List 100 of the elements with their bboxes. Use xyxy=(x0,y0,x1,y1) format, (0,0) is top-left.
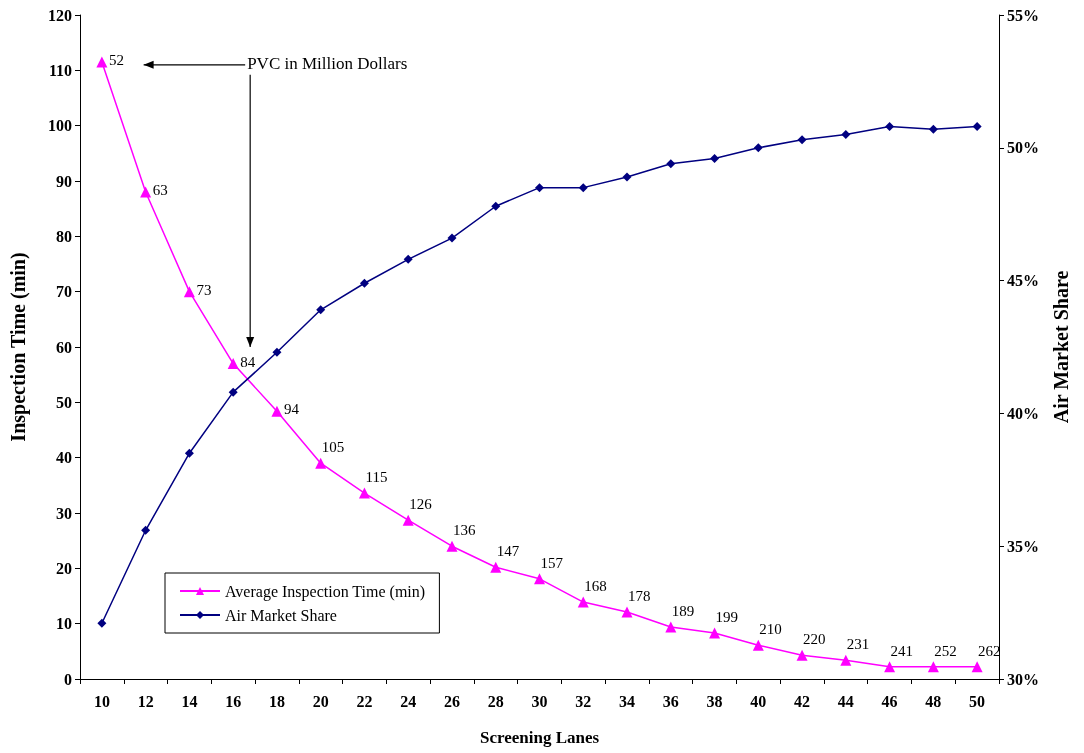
y-axis-title: Inspection Time (min) xyxy=(7,252,30,442)
point xyxy=(272,347,282,357)
y2-tick-label: 50% xyxy=(1007,139,1039,157)
annotation: 52 xyxy=(108,52,124,70)
point xyxy=(358,487,370,499)
point xyxy=(141,525,151,535)
point xyxy=(183,286,195,298)
legend-label: Air Market Share xyxy=(225,606,337,624)
x-axis-title: Screening Lanes xyxy=(479,728,600,747)
annotation: 105 xyxy=(321,439,345,457)
y-tick-label: 50 xyxy=(56,393,72,411)
annotation: 63 xyxy=(152,182,168,200)
y-tick-label: 40 xyxy=(56,449,72,467)
y-tick-label: 0 xyxy=(64,670,72,688)
point xyxy=(621,606,633,618)
point xyxy=(534,573,545,585)
annotation: 94 xyxy=(283,401,299,419)
x-tick-label: 16 xyxy=(225,692,242,710)
x-tick-label: 40 xyxy=(750,692,767,710)
annotation: 147 xyxy=(496,543,520,561)
x-tick-label: 28 xyxy=(487,692,504,710)
point xyxy=(184,448,194,458)
annotation: 210 xyxy=(759,621,782,639)
x-tick-label: 26 xyxy=(443,692,460,710)
x-tick-label: 32 xyxy=(575,692,592,710)
y2-axis-title: Air Market Share xyxy=(1050,270,1072,424)
x-tick-label: 24 xyxy=(400,692,417,710)
point xyxy=(709,627,721,639)
point xyxy=(752,639,764,651)
point xyxy=(578,183,588,193)
x-tick-label: 20 xyxy=(312,692,329,710)
point xyxy=(140,186,152,198)
annotation: 189 xyxy=(671,602,695,620)
point xyxy=(885,122,895,132)
point xyxy=(228,387,238,397)
x-tick-label: 14 xyxy=(181,692,198,710)
point xyxy=(972,122,982,132)
point xyxy=(96,56,108,68)
point xyxy=(490,561,502,573)
point xyxy=(666,159,676,169)
x-tick-label: 12 xyxy=(137,692,154,710)
x-tick-label: 46 xyxy=(881,692,898,710)
y-tick-label: 20 xyxy=(56,559,72,577)
point xyxy=(97,618,107,628)
point xyxy=(359,278,369,288)
y-tick-label: 80 xyxy=(56,227,72,245)
point xyxy=(447,233,457,243)
annotation: 178 xyxy=(628,588,651,606)
point xyxy=(403,254,413,264)
annotation: 84 xyxy=(240,353,256,371)
y-tick-label: 10 xyxy=(56,615,72,633)
x-tick-label: 18 xyxy=(268,692,285,710)
x-tick-label: 10 xyxy=(93,692,110,710)
point xyxy=(535,183,544,193)
point xyxy=(884,661,896,673)
point xyxy=(841,130,851,140)
annotation: 168 xyxy=(584,578,607,596)
y-tick-label: 30 xyxy=(56,504,72,522)
y-tick-label: 120 xyxy=(48,6,72,24)
point xyxy=(491,201,501,211)
x-tick-label: 22 xyxy=(356,692,373,710)
point xyxy=(928,124,938,134)
x-tick-label: 44 xyxy=(837,692,854,710)
annotation: 126 xyxy=(409,496,432,514)
y2-tick-label: 30% xyxy=(1007,670,1039,688)
y2-tick-label: 55% xyxy=(1007,6,1039,24)
point xyxy=(665,621,677,633)
point xyxy=(927,661,939,673)
annotation: 220 xyxy=(803,631,826,649)
y-tick-label: 100 xyxy=(48,117,72,135)
legend-label: Average Inspection Time (min) xyxy=(225,582,426,601)
y-tick-label: 90 xyxy=(56,172,72,190)
point xyxy=(577,596,589,608)
point xyxy=(271,405,283,417)
point xyxy=(797,135,807,145)
annotation: 199 xyxy=(715,609,739,627)
x-tick-label: 38 xyxy=(706,692,723,710)
point xyxy=(622,172,632,182)
annotation: 252 xyxy=(934,642,957,660)
annotation: PVC in Million Dollars xyxy=(247,53,408,74)
point xyxy=(971,661,983,673)
point xyxy=(446,540,458,552)
point xyxy=(796,649,808,661)
x-tick-label: 36 xyxy=(662,692,679,710)
point xyxy=(227,358,239,370)
annotation: 241 xyxy=(890,642,914,660)
point xyxy=(315,457,327,469)
y2-tick-label: 35% xyxy=(1007,537,1039,555)
y-tick-label: 110 xyxy=(48,61,72,79)
y-tick-label: 70 xyxy=(56,283,72,301)
annotation: 136 xyxy=(452,522,476,540)
x-tick-label: 30 xyxy=(531,692,548,710)
point xyxy=(753,143,763,153)
annotation: 115 xyxy=(365,469,388,487)
annotation: 262 xyxy=(978,642,1001,660)
y2-tick-label: 45% xyxy=(1007,272,1039,290)
x-tick-label: 50 xyxy=(969,692,986,710)
point xyxy=(402,514,414,526)
y-tick-label: 60 xyxy=(56,338,72,356)
y2-tick-label: 40% xyxy=(1007,404,1039,422)
